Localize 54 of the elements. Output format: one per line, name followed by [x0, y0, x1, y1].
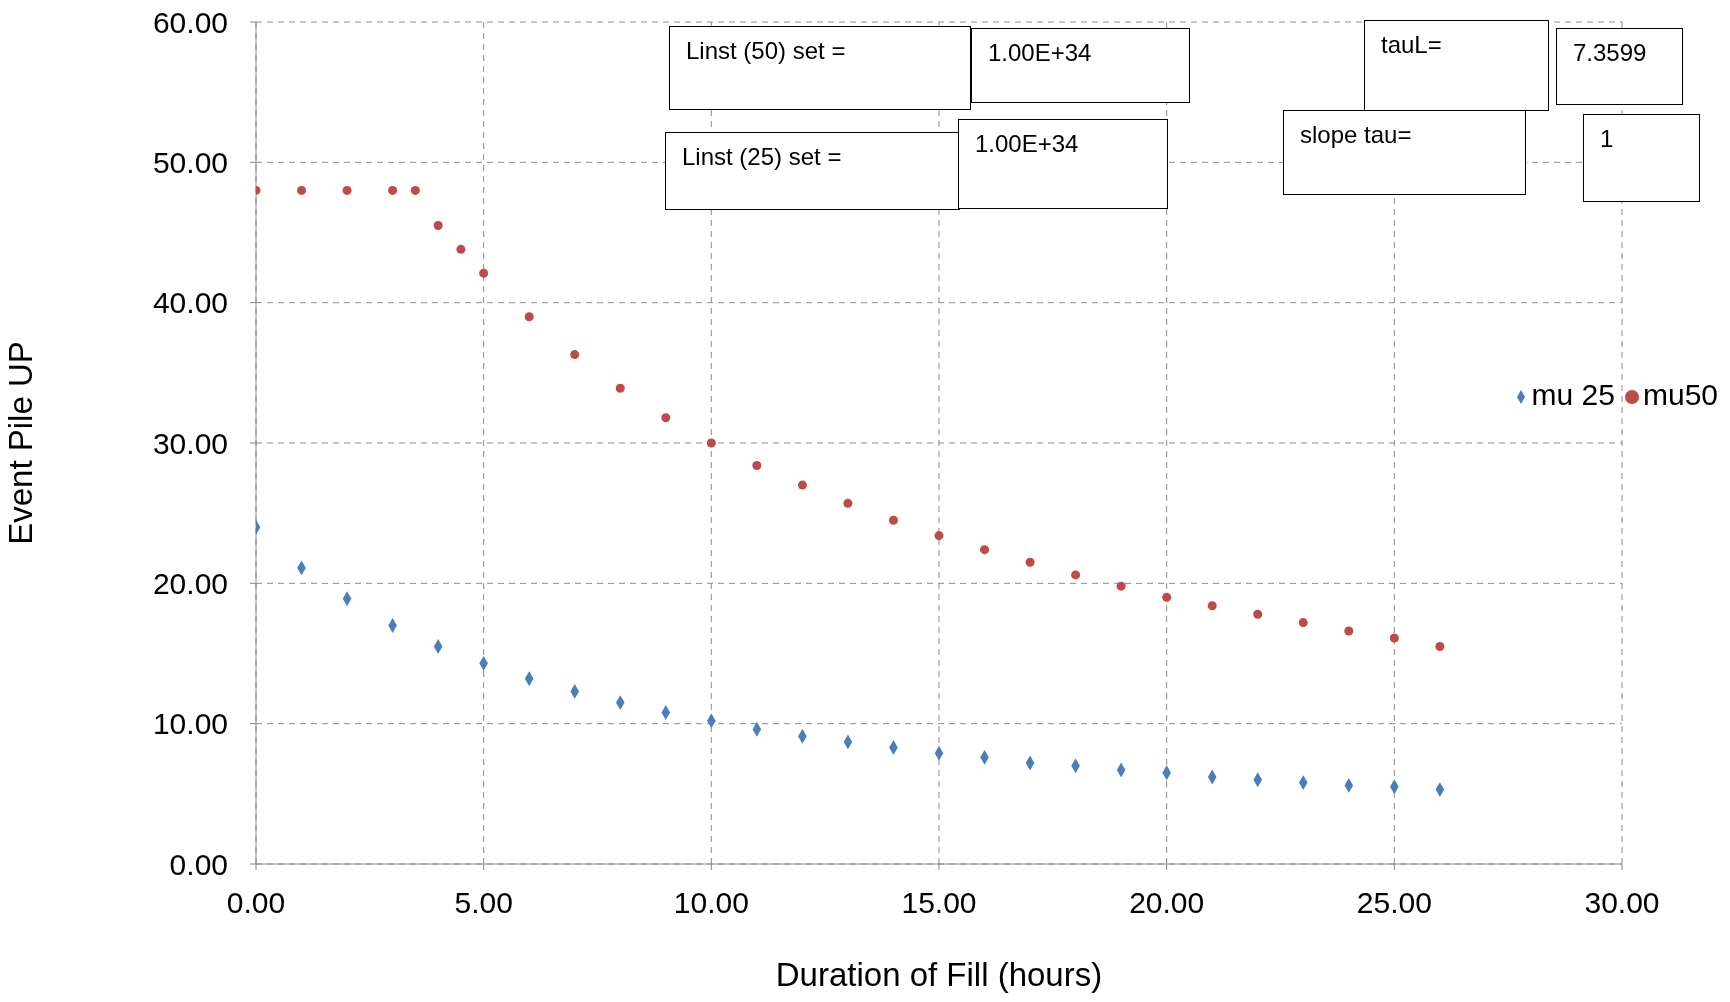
- x-tick-label: 15.00: [901, 886, 977, 920]
- text-box: 1.00E+34: [958, 119, 1168, 209]
- point: [888, 515, 898, 525]
- text-box: tauL=: [1364, 20, 1549, 111]
- x-axis-title: Duration of Fill (hours): [775, 956, 1103, 993]
- point: [706, 438, 716, 448]
- point: [752, 460, 762, 470]
- y-tick-label: 50.00: [152, 145, 228, 179]
- point: [980, 545, 990, 555]
- text-box: 7.3599: [1556, 28, 1683, 105]
- point: [1071, 570, 1081, 580]
- point: [1207, 601, 1217, 611]
- text-box: slope tau=: [1283, 110, 1526, 195]
- legend-label: mu50: [1642, 378, 1718, 411]
- y-tick-label: 20.00: [152, 566, 228, 600]
- point: [1116, 581, 1126, 591]
- point: [479, 268, 489, 278]
- point: [388, 185, 398, 195]
- x-tick-label: 5.00: [454, 886, 513, 920]
- point: [524, 312, 534, 322]
- point: [1162, 592, 1172, 602]
- text-box: Linst (50) set =: [669, 26, 971, 110]
- text-box: 1: [1583, 114, 1700, 202]
- y-tick-label: 40.00: [152, 286, 228, 320]
- x-tick-label: 20.00: [1129, 886, 1205, 920]
- point: [433, 220, 443, 230]
- text-box: 1.00E+34: [971, 28, 1190, 103]
- point: [843, 498, 853, 508]
- y-tick-label: 30.00: [152, 426, 228, 460]
- y-axis-title: Event Pile UP: [1, 341, 39, 545]
- point: [456, 244, 466, 254]
- point: [615, 383, 625, 393]
- point: [410, 185, 420, 195]
- y-tick-label: 0.00: [169, 847, 228, 881]
- point: [342, 185, 352, 195]
- x-tick-label: 25.00: [1356, 886, 1432, 920]
- point: [934, 531, 944, 541]
- point: [661, 413, 671, 423]
- x-tick-label: 30.00: [1584, 886, 1660, 920]
- point: [797, 480, 807, 490]
- point: [1389, 633, 1399, 643]
- x-tick-label: 10.00: [673, 886, 749, 920]
- y-tick-label: 60.00: [152, 5, 228, 39]
- point: [1435, 641, 1445, 651]
- y-tick-label: 10.00: [152, 707, 228, 741]
- point: [1253, 609, 1263, 619]
- point: [1344, 626, 1354, 636]
- point: [1298, 618, 1308, 628]
- point: [570, 350, 580, 360]
- point: [1025, 557, 1035, 567]
- x-tick-label: 0.00: [226, 886, 286, 920]
- legend-label: mu 25: [1531, 378, 1615, 411]
- point: [297, 185, 307, 195]
- text-box: Linst (25) set =: [665, 132, 960, 210]
